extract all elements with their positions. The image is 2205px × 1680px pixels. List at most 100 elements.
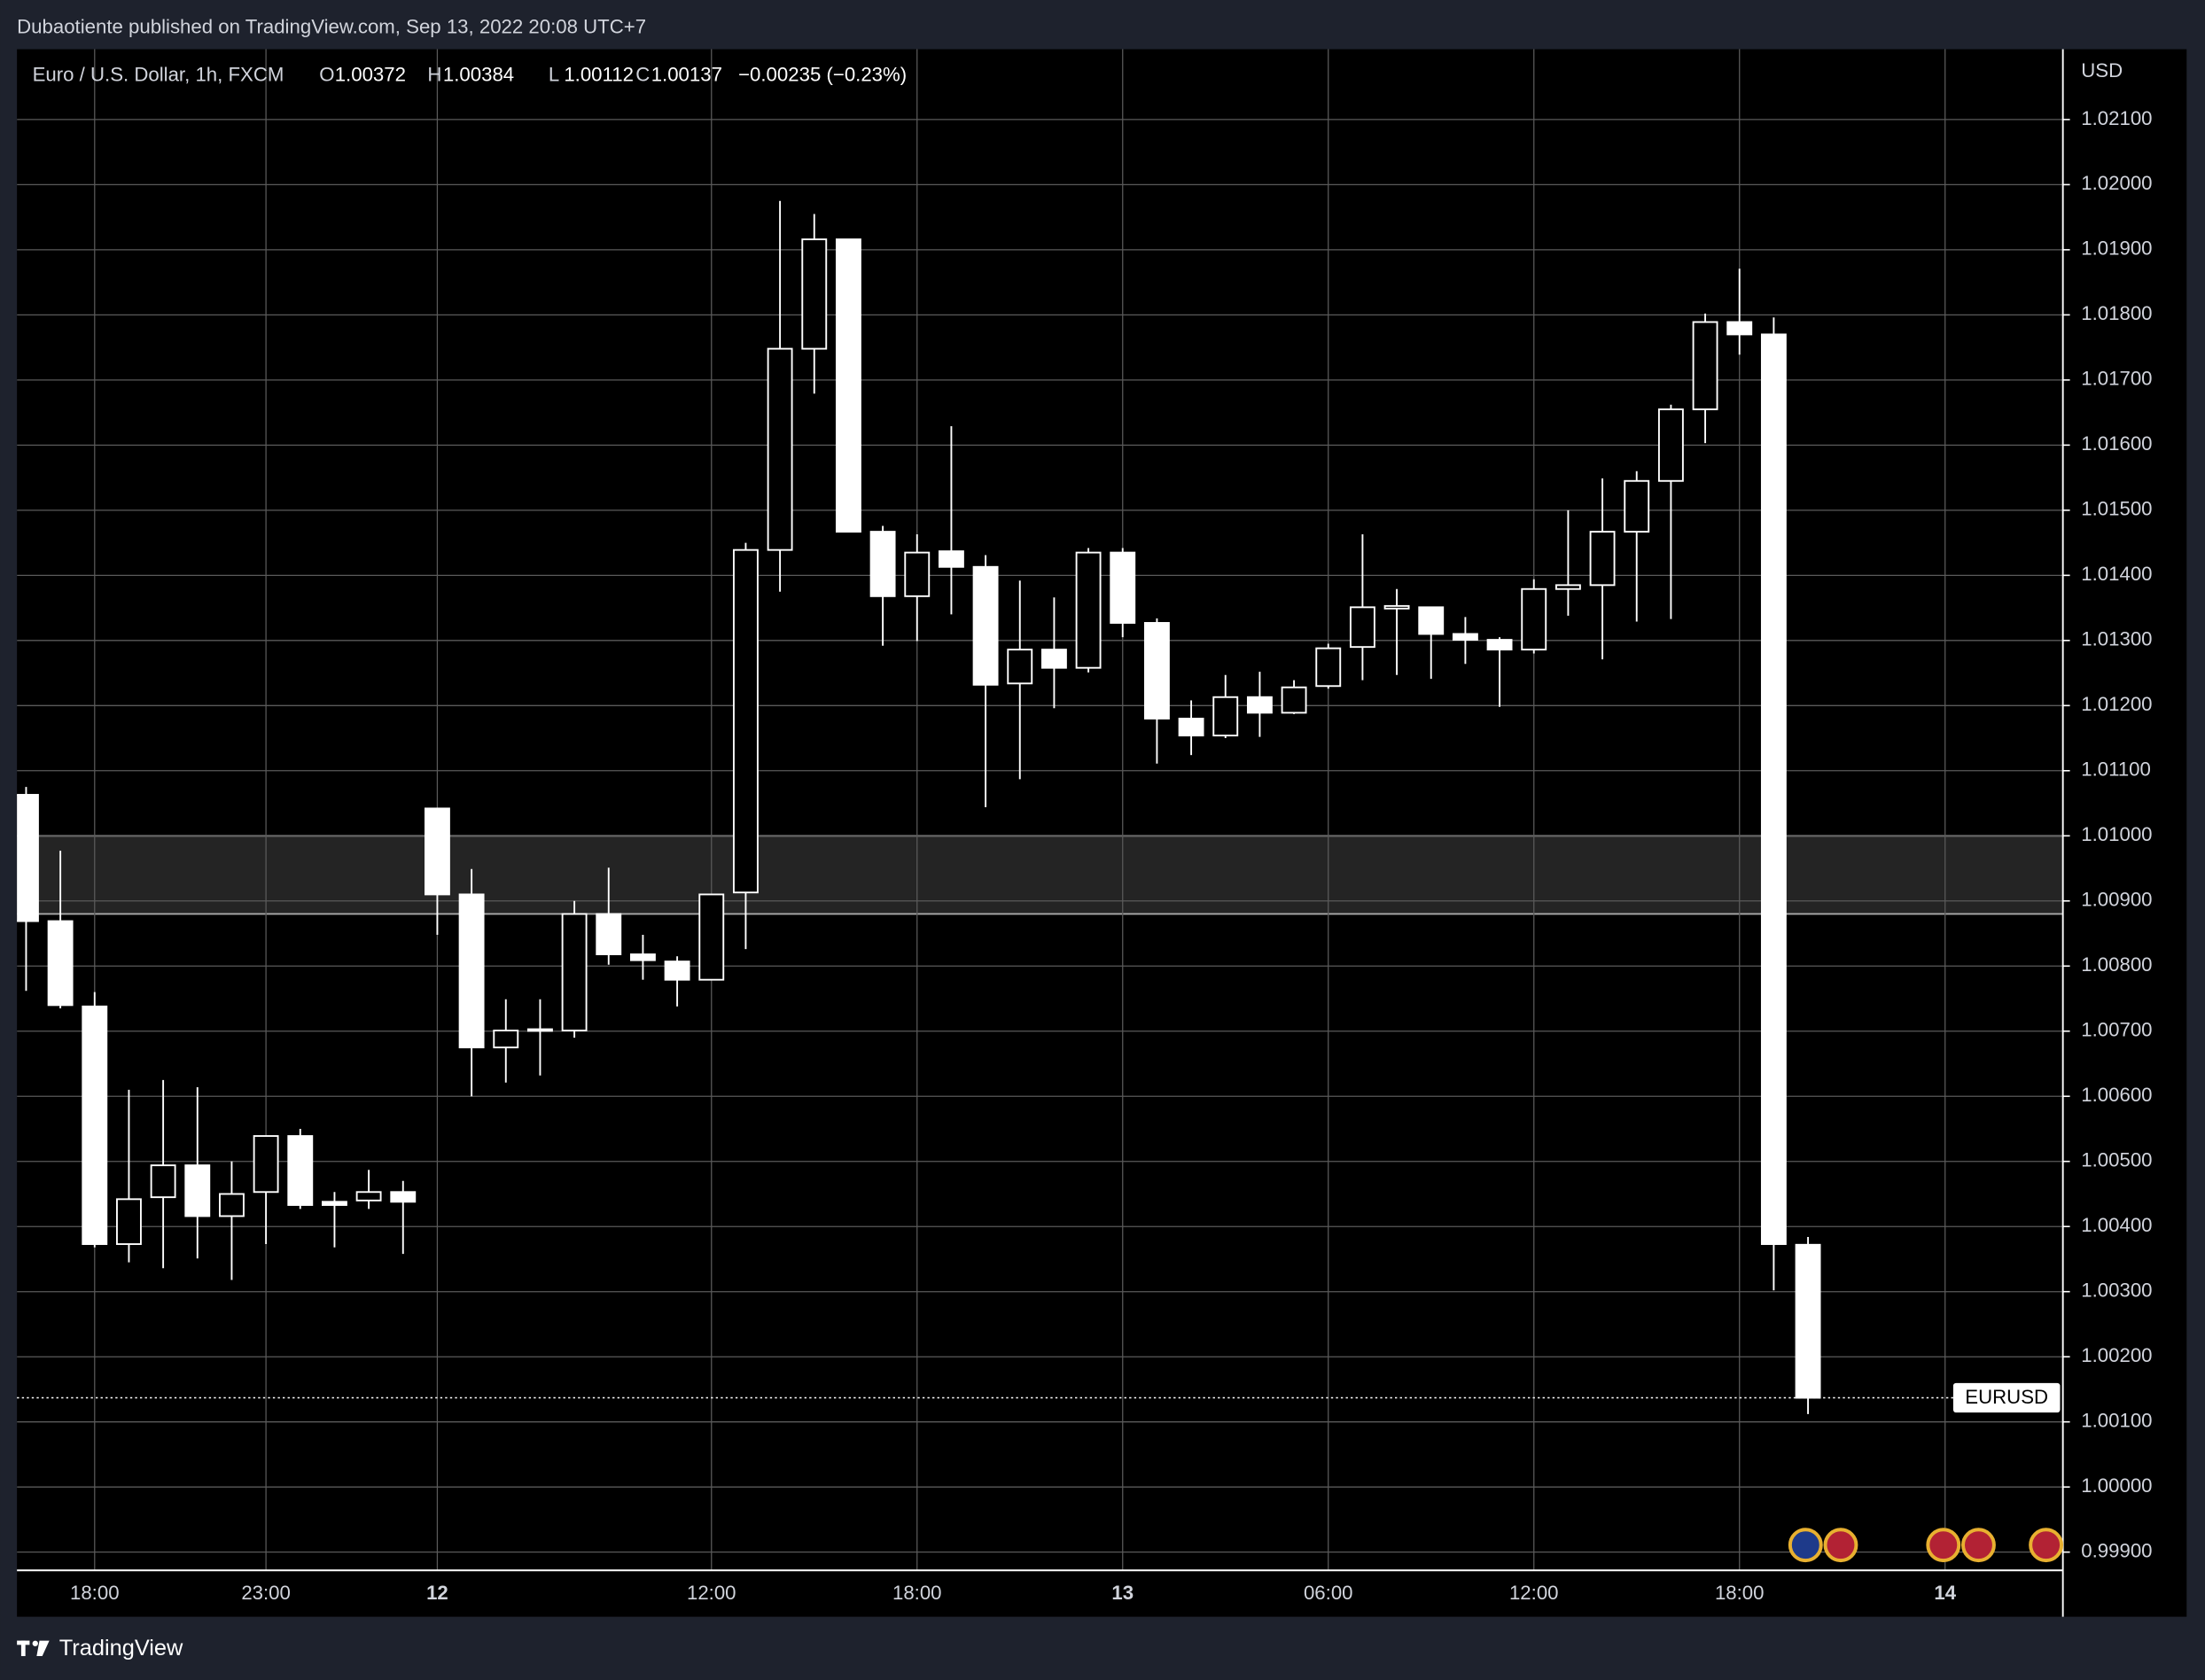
candle-body bbox=[938, 550, 964, 568]
eu-event-icon[interactable] bbox=[1788, 1528, 1823, 1563]
candle-body bbox=[1281, 686, 1307, 714]
brand-name: TradingView bbox=[59, 1636, 183, 1661]
candle-body bbox=[1795, 1243, 1821, 1399]
candle-body bbox=[698, 893, 725, 981]
y-tick-label: 1.01300 bbox=[2081, 628, 2152, 650]
logo-part bbox=[20, 1640, 26, 1657]
candle-body bbox=[150, 1164, 176, 1199]
candle-body bbox=[47, 920, 74, 1007]
legend-letter: C bbox=[635, 64, 650, 86]
candle-body bbox=[1110, 551, 1136, 624]
legend-letter: L bbox=[549, 64, 559, 86]
x-tick-label: 12 bbox=[426, 1582, 448, 1604]
us-event-icon[interactable] bbox=[1926, 1528, 1961, 1563]
logo-part bbox=[32, 1640, 38, 1646]
y-tick-label: 1.00200 bbox=[2081, 1344, 2152, 1366]
candle-body bbox=[1383, 604, 1410, 610]
candle-body bbox=[1521, 587, 1547, 651]
candle-body bbox=[184, 1164, 211, 1217]
y-tick-label: 1.01500 bbox=[2081, 498, 2152, 520]
x-tick-label: 13 bbox=[1111, 1582, 1134, 1604]
legend-letter: O bbox=[319, 64, 334, 86]
y-tick-label: 1.00700 bbox=[2081, 1019, 2152, 1041]
y-tick-label: 1.01400 bbox=[2081, 563, 2152, 585]
candle-body bbox=[596, 913, 622, 955]
plot-area bbox=[17, 49, 2063, 1571]
price-axis-unit: USD bbox=[2081, 59, 2123, 82]
candle-body bbox=[1212, 696, 1239, 737]
brand-logo bbox=[17, 1640, 50, 1657]
logo-part bbox=[36, 1640, 50, 1657]
candle-body bbox=[82, 1005, 108, 1246]
legend-close: 1.00137 bbox=[651, 64, 722, 86]
event-icons bbox=[1788, 1528, 2064, 1563]
candle-body bbox=[1726, 321, 1753, 336]
legend-open: 1.00372 bbox=[335, 64, 406, 86]
y-tick-label: 1.00600 bbox=[2081, 1084, 2152, 1106]
candle-body bbox=[1452, 633, 1478, 642]
candle-body bbox=[1007, 649, 1033, 685]
x-tick-label: 12:00 bbox=[687, 1582, 736, 1604]
y-tick-label: 1.00300 bbox=[2081, 1279, 2152, 1302]
candle-body bbox=[253, 1135, 279, 1194]
candle-body bbox=[1657, 408, 1684, 482]
candle-body bbox=[869, 531, 896, 597]
y-tick-label: 1.01800 bbox=[2081, 302, 2152, 324]
x-tick-label: 14 bbox=[1934, 1582, 1956, 1604]
candle-body bbox=[1075, 551, 1102, 669]
y-tick-label: 1.01900 bbox=[2081, 237, 2152, 260]
y-tick-label: 0.99900 bbox=[2081, 1540, 2152, 1562]
candle-body bbox=[1246, 696, 1273, 714]
candle-body bbox=[1418, 606, 1445, 635]
y-tick-label: 1.02000 bbox=[2081, 172, 2152, 194]
y-tick-label: 1.01700 bbox=[2081, 368, 2152, 390]
legend-letter: H bbox=[427, 64, 441, 86]
candle-body bbox=[322, 1201, 347, 1206]
us-event-icon[interactable] bbox=[2029, 1528, 2064, 1563]
candle-body bbox=[1692, 321, 1718, 410]
candle-body bbox=[493, 1030, 519, 1049]
y-tick-label: 1.01100 bbox=[2081, 758, 2151, 781]
candle-body bbox=[458, 893, 485, 1049]
x-tick-label: 18:00 bbox=[1715, 1582, 1765, 1604]
y-tick-label: 1.01600 bbox=[2081, 432, 2152, 455]
candle-body bbox=[801, 238, 828, 350]
candle-body bbox=[355, 1191, 382, 1202]
symbol-title: Euro / U.S. Dollar, 1h, FXCM bbox=[33, 64, 284, 86]
chart-background bbox=[17, 49, 2187, 1617]
candle-body bbox=[835, 238, 861, 533]
candle-body bbox=[904, 551, 931, 597]
candle-body bbox=[732, 548, 759, 894]
x-tick-label: 18:00 bbox=[892, 1582, 942, 1604]
candle-body bbox=[664, 961, 690, 981]
publisher-header: Dubaotiente published on TradingView.com… bbox=[17, 16, 646, 38]
y-tick-label: 1.00900 bbox=[2081, 889, 2152, 911]
us-event-icon[interactable] bbox=[1823, 1528, 1858, 1563]
candle-body bbox=[424, 807, 450, 896]
candle-body bbox=[1589, 531, 1616, 587]
y-tick-label: 1.00400 bbox=[2081, 1214, 2152, 1236]
x-tick-label: 23:00 bbox=[241, 1582, 291, 1604]
y-tick-label: 1.01200 bbox=[2081, 693, 2152, 715]
legend-high: 1.00384 bbox=[443, 64, 514, 86]
candle-body bbox=[561, 913, 588, 1031]
candle-body bbox=[1624, 479, 1650, 533]
y-tick-label: 1.02100 bbox=[2081, 107, 2152, 129]
y-tick-label: 1.01000 bbox=[2081, 823, 2152, 845]
candle-body bbox=[1315, 647, 1342, 688]
candle-body bbox=[526, 1028, 553, 1032]
y-tick-label: 1.00100 bbox=[2081, 1410, 2152, 1432]
last-price-label-box bbox=[1952, 1382, 2061, 1413]
x-tick-label: 06:00 bbox=[1304, 1582, 1353, 1604]
last-price-label: EURUSD bbox=[1965, 1386, 2048, 1408]
legend-change: −0.00235 (−0.23%) bbox=[738, 64, 907, 86]
candle-body bbox=[287, 1135, 314, 1206]
candle-body bbox=[1760, 333, 1787, 1246]
candle-body bbox=[1349, 606, 1375, 649]
y-tick-label: 1.00500 bbox=[2081, 1149, 2152, 1171]
candle-body bbox=[116, 1198, 142, 1246]
us-event-icon[interactable] bbox=[1961, 1528, 1996, 1563]
x-tick-label: 12:00 bbox=[1509, 1582, 1559, 1604]
candle-body bbox=[1486, 639, 1513, 651]
